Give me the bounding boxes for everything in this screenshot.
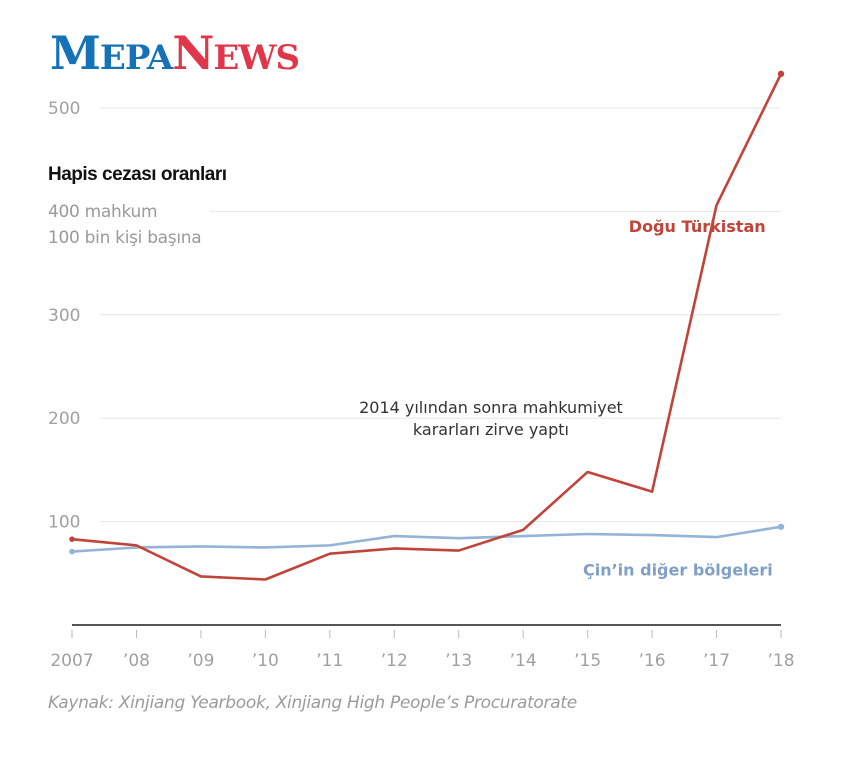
- series-end-point: [777, 70, 785, 78]
- logo-initial-m: M: [50, 26, 101, 80]
- series-line-dogu-turkistan: [71, 73, 783, 581]
- logo-text-epa: EPA: [99, 38, 173, 78]
- chart-title: Hapis cezası oranları: [48, 164, 227, 185]
- x-tick-label: ’14: [510, 651, 537, 671]
- x-tick-label: ’10: [252, 651, 279, 671]
- series-end-point: [777, 523, 785, 530]
- y-tick-label: 200: [48, 409, 80, 429]
- unit-label-line1: 400 mahkum: [48, 202, 158, 222]
- logo-text-ews: EWS: [213, 38, 300, 78]
- x-tick-label: ’11: [316, 651, 343, 671]
- y-tick-label: 100: [48, 513, 80, 533]
- x-tick-label: ’16: [639, 651, 666, 671]
- x-tick-label: ’17: [703, 651, 730, 671]
- annotation-line1: 2014 yılından sonra mahkumiyet: [359, 398, 623, 417]
- x-tick-label: ’12: [381, 651, 408, 671]
- y-tick-label: 500: [48, 99, 80, 119]
- x-tick-label: ’09: [187, 651, 214, 671]
- source-note: Kaynak: Xinjiang Yearbook, Xinjiang High…: [48, 693, 577, 713]
- logo-initial-n: N: [172, 26, 214, 80]
- series-label-other-regions: Çin’in diğer bölgeleri: [583, 560, 773, 579]
- x-tick-label: ’15: [574, 651, 601, 671]
- series-line-other-regions: [71, 525, 782, 553]
- unit-label-line2: 100 bin kişi başına: [48, 228, 202, 248]
- y-tick-label: 300: [48, 306, 80, 326]
- x-tick-label: ’08: [123, 651, 150, 671]
- x-tick-label: ’13: [445, 651, 472, 671]
- x-tick-label: ’18: [767, 651, 794, 671]
- annotation-line2: kararları zirve yaptı: [413, 420, 569, 439]
- series-start-point: [69, 536, 75, 542]
- brand-logo: MEPANEWS: [50, 26, 300, 80]
- x-tick-label: 2007: [50, 651, 93, 671]
- series-start-point: [69, 548, 75, 555]
- series-label-dogu-turkistan: Doğu Türkistan: [629, 217, 766, 236]
